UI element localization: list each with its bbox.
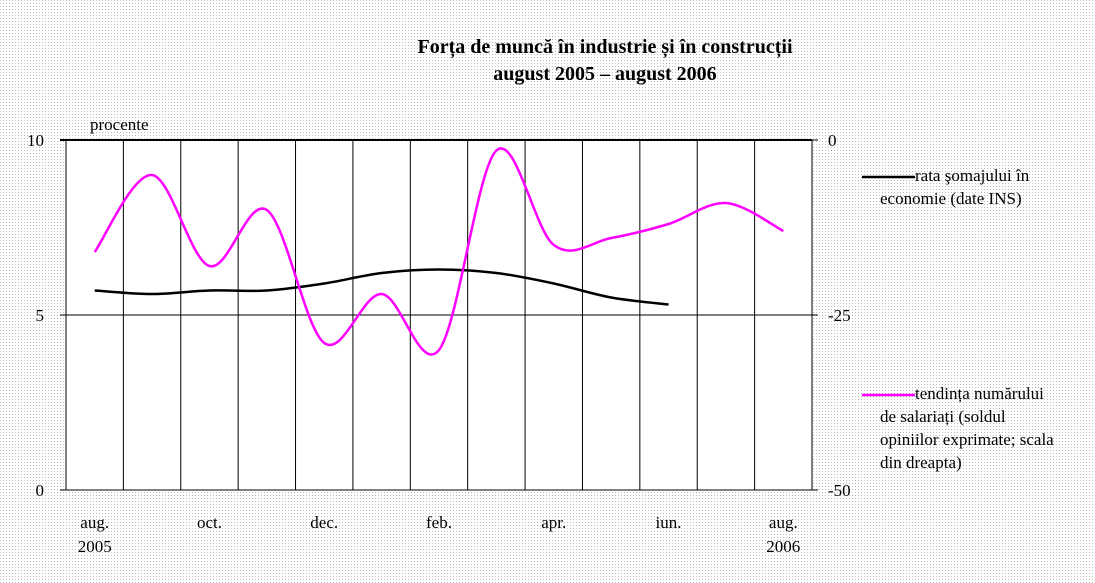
y-axis-label: procente: [90, 115, 149, 134]
y-tick-label: 0: [36, 481, 45, 500]
series-line: [93, 147, 784, 356]
x-tick-label: feb.: [426, 513, 452, 532]
y2-tick-label: -25: [828, 306, 851, 325]
x-tick-label: aug. 2006: [766, 513, 800, 556]
x-tick-label: iun.: [656, 513, 682, 532]
chart-title: Forța de muncă în industrie și în constr…: [417, 36, 792, 59]
x-tick-label: apr.: [541, 513, 566, 532]
x-tick-label: dec.: [310, 513, 338, 532]
y-tick-label: 5: [36, 306, 45, 325]
x-tick-label: aug. 2005: [78, 513, 112, 556]
y2-tick-label: -50: [828, 481, 851, 500]
legend-label: rata şomajului în economie (date INS): [880, 166, 1030, 208]
x-tick-label: oct.: [197, 513, 222, 532]
y-tick-label: 10: [27, 131, 44, 150]
y2-tick-label: 0: [828, 131, 837, 150]
chart-subtitle: august 2005 – august 2006: [493, 63, 716, 85]
series-line: [94, 268, 669, 306]
legend-label: tendința numărului de salariați (soldul …: [880, 384, 1054, 472]
